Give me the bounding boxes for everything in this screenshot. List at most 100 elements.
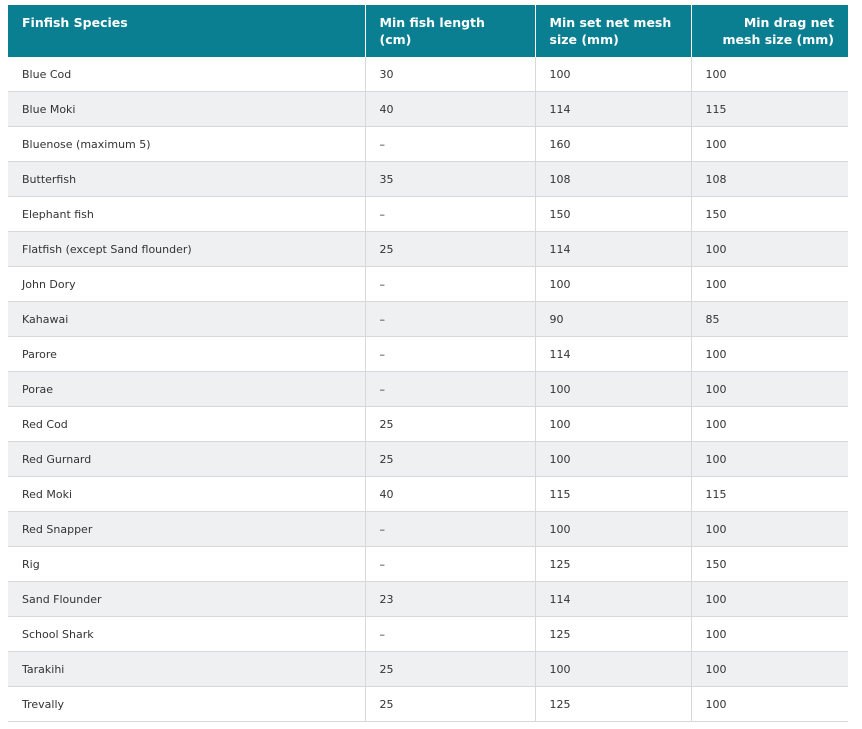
table-row: Flatfish (except Sand flounder) 25 114 100	[8, 231, 848, 267]
table-cell: 100	[534, 511, 692, 547]
table-cell: Bluenose (maximum 5)	[8, 126, 366, 162]
table-cell: Butterfish	[8, 161, 366, 197]
table-cell: 100	[690, 651, 848, 687]
table-cell: Kahawai	[8, 301, 366, 337]
table-row: Tarakihi 25 100 100	[8, 651, 848, 687]
table-row: Red Snapper –100 100	[8, 511, 848, 547]
table-cell: 114	[534, 336, 692, 372]
table-cell: School Shark	[8, 616, 366, 652]
table-cell: 25	[364, 406, 536, 442]
table-row: Red Moki 40 115 115	[8, 476, 848, 512]
table-cell: 100	[534, 371, 692, 407]
table-cell: 115	[534, 476, 692, 512]
table-cell: 25	[364, 441, 536, 477]
table-row: Elephant fish –150 150	[8, 196, 848, 232]
table-cell: 150	[690, 546, 848, 582]
table-cell: 100	[534, 406, 692, 442]
table-cell: 100	[534, 57, 692, 92]
table-cell: –	[364, 511, 536, 547]
table-cell: 25	[364, 231, 536, 267]
table-cell: 114	[534, 91, 692, 127]
table-row: Sand Flounder 23 114 100	[8, 581, 848, 617]
table-cell: 100	[690, 441, 848, 477]
table-cell: 100	[534, 441, 692, 477]
table-cell: Flatfish (except Sand flounder)	[8, 231, 366, 267]
column-header: Min set net mesh size (mm)	[534, 5, 691, 57]
table-cell: John Dory	[8, 266, 366, 302]
table-cell: 115	[690, 91, 848, 127]
table-cell: Trevally	[8, 686, 366, 722]
table-cell: Red Gurnard	[8, 441, 366, 477]
table-cell: Sand Flounder	[8, 581, 366, 617]
table-row: Red Cod 25 100 100	[8, 406, 848, 442]
table-cell: 100	[690, 336, 848, 372]
column-header: Finfish Species	[8, 5, 365, 57]
table-cell: 150	[690, 196, 848, 232]
table-row: John Dory –100 100	[8, 266, 848, 302]
table-row: Butterfish 35 108 108	[8, 161, 848, 197]
table-row: Bluenose (maximum 5) –160 100	[8, 126, 848, 162]
table-cell: 100	[690, 616, 848, 652]
table-cell: Rig	[8, 546, 366, 582]
table-cell: –	[364, 371, 536, 407]
table-row: Blue Cod 30 100 100	[8, 57, 848, 92]
table-cell: 100	[534, 266, 692, 302]
table-cell: –	[364, 196, 536, 232]
table-cell: –	[364, 616, 536, 652]
table-cell: Blue Moki	[8, 91, 366, 127]
table-cell: 125	[534, 616, 692, 652]
table-cell: 25	[364, 686, 536, 722]
table-row: Rig –125 150	[8, 546, 848, 582]
table-cell: 100	[690, 126, 848, 162]
column-header: Min fish length (cm)	[364, 5, 535, 57]
table-cell: 125	[534, 546, 692, 582]
table-cell: 100	[690, 57, 848, 92]
table-row: Blue Moki 40 114 115	[8, 91, 848, 127]
column-header: Min drag net mesh size (mm)	[690, 5, 848, 57]
table-cell: 40	[364, 91, 536, 127]
fish-table: Finfish Species Min fish length (cm) Min s…	[8, 5, 848, 722]
table-cell: 30	[364, 57, 536, 92]
table-cell: Porae	[8, 371, 366, 407]
table-cell: 160	[534, 126, 692, 162]
table-cell: 150	[534, 196, 692, 232]
table-cell: 108	[690, 161, 848, 197]
table-cell: Blue Cod	[8, 57, 366, 92]
table-cell: 100	[690, 231, 848, 267]
table-cell: –	[364, 126, 536, 162]
table-cell: 115	[690, 476, 848, 512]
table-cell: 100	[534, 651, 692, 687]
table-cell: 108	[534, 161, 692, 197]
table-cell: Red Cod	[8, 406, 366, 442]
table-cell: –	[364, 546, 536, 582]
header-row: Finfish Species Min fish length (cm) Min s…	[8, 5, 848, 57]
table-cell: 100	[690, 266, 848, 302]
table-row: School Shark –125 100	[8, 616, 848, 652]
table-cell: –	[364, 336, 536, 372]
table-cell: 100	[690, 511, 848, 547]
table-cell: 40	[364, 476, 536, 512]
table-row: Porae –100 100	[8, 371, 848, 407]
table-cell: –	[364, 301, 536, 337]
table-cell: 85	[690, 301, 848, 337]
table-cell: 90	[534, 301, 692, 337]
table-cell: 114	[534, 231, 692, 267]
table-cell: Tarakihi	[8, 651, 366, 687]
table-cell: 35	[364, 161, 536, 197]
table-cell: 100	[690, 371, 848, 407]
table-cell: –	[364, 266, 536, 302]
table-row: Parore –114 100	[8, 336, 848, 372]
table-row: Kahawai –90 85	[8, 301, 848, 337]
table-cell: Red Moki	[8, 476, 366, 512]
table-cell: Elephant fish	[8, 196, 366, 232]
table-cell: 25	[364, 651, 536, 687]
table-cell: 114	[534, 581, 692, 617]
table-cell: 100	[690, 581, 848, 617]
table-cell: 23	[364, 581, 536, 617]
table-cell: 100	[690, 406, 848, 442]
table-row: Trevally 25 125 100	[8, 686, 848, 722]
table-cell: 100	[690, 686, 848, 722]
table-row: Red Gurnard 25 100 100	[8, 441, 848, 477]
table-cell: 125	[534, 686, 692, 722]
